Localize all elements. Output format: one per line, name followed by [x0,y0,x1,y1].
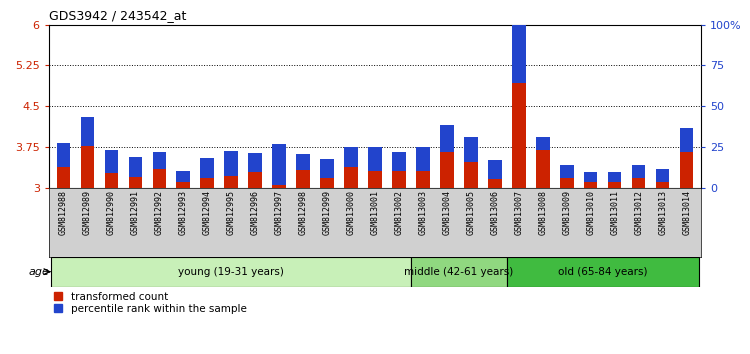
Bar [536,150,550,188]
Bar [272,144,286,185]
Bar [80,146,94,188]
Text: age: age [28,267,49,277]
Bar [608,172,622,182]
Bar [392,152,406,171]
Bar [488,179,502,188]
Bar [128,157,142,177]
Text: young (19-31 years): young (19-31 years) [178,267,284,277]
Text: GSM812993: GSM812993 [178,190,188,235]
Bar [416,147,430,171]
Bar [368,171,382,188]
Bar [248,172,262,188]
Bar [584,172,598,182]
Text: GSM812994: GSM812994 [202,190,211,235]
Bar [392,171,406,188]
Bar [656,182,670,188]
Bar [680,128,694,152]
Text: GSM813003: GSM813003 [419,190,428,235]
Bar [560,165,574,178]
Bar [584,182,598,188]
Bar [152,169,166,188]
Bar [512,83,526,188]
Bar [440,152,454,188]
Text: GSM812998: GSM812998 [298,190,307,235]
Text: GSM813008: GSM813008 [538,190,548,235]
Bar [320,159,334,178]
Text: GDS3942 / 243542_at: GDS3942 / 243542_at [49,9,186,22]
Text: GSM813012: GSM813012 [634,190,644,235]
Text: GSM812991: GSM812991 [130,190,140,235]
Text: GSM813006: GSM813006 [490,190,500,235]
Text: GSM813007: GSM813007 [514,190,523,235]
Bar [224,176,238,188]
Text: GSM812988: GSM812988 [58,190,68,235]
Bar [632,178,646,188]
Bar [320,178,334,188]
Bar [368,147,382,171]
Bar [152,152,166,169]
Bar [51,257,411,287]
Bar [224,151,238,176]
Bar [464,137,478,161]
Text: GSM813002: GSM813002 [394,190,404,235]
Text: middle (42-61 years): middle (42-61 years) [404,267,514,277]
Bar [296,170,310,188]
Text: GSM813000: GSM813000 [346,190,355,235]
Bar [200,178,214,188]
Text: GSM813011: GSM813011 [610,190,620,235]
Bar [411,257,507,287]
Bar [296,154,310,170]
Text: GSM813014: GSM813014 [682,190,692,235]
Bar [440,125,454,152]
Bar [560,178,574,188]
Bar [272,185,286,188]
Text: GSM812995: GSM812995 [226,190,236,235]
Bar [104,173,118,188]
Text: GSM812997: GSM812997 [274,190,284,235]
Text: GSM812992: GSM812992 [154,190,164,235]
Bar [488,160,502,179]
Text: GSM813004: GSM813004 [442,190,452,235]
Bar [200,158,214,178]
Bar [656,169,670,182]
Text: old (65-84 years): old (65-84 years) [558,267,648,277]
Text: GSM812989: GSM812989 [82,190,92,235]
Text: GSM813001: GSM813001 [370,190,380,235]
Bar [632,165,646,178]
Bar [80,116,94,146]
Bar [512,10,526,83]
Text: GSM813009: GSM813009 [562,190,572,235]
Bar [104,150,118,173]
Bar [176,182,190,188]
Bar [507,257,699,287]
Bar [344,148,358,167]
Bar [128,177,142,188]
Bar [248,153,262,172]
Bar [536,137,550,150]
Bar [344,167,358,188]
Text: GSM813013: GSM813013 [658,190,668,235]
Bar [56,167,70,188]
Bar [608,182,622,188]
Text: GSM812990: GSM812990 [106,190,116,235]
Text: GSM813005: GSM813005 [466,190,476,235]
Text: GSM813010: GSM813010 [586,190,596,235]
Text: GSM812996: GSM812996 [251,190,260,235]
Text: GSM812999: GSM812999 [322,190,332,235]
Legend: transformed count, percentile rank within the sample: transformed count, percentile rank withi… [54,292,247,314]
Bar [416,171,430,188]
Bar [680,152,694,188]
Bar [176,171,190,182]
Bar [56,143,70,167]
Bar [464,161,478,188]
